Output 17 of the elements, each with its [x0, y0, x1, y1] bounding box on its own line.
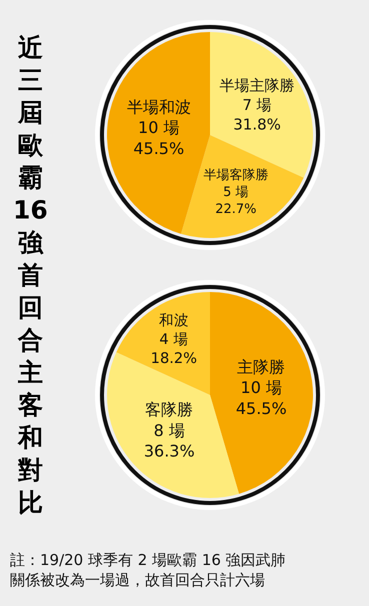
- slice-label: 半場主隊勝: [220, 76, 295, 94]
- pie-slice: [210, 292, 313, 494]
- data-label: 10 場 45.5%: [236, 378, 287, 418]
- data-label: 4 場 18.2%: [150, 330, 198, 367]
- slice-label: 半場和波: [126, 97, 191, 116]
- data-label: 5 場 22.7%: [215, 185, 256, 217]
- slice-label: 和波: [158, 312, 189, 329]
- pie-slice: [116, 292, 210, 395]
- data-label: 8 場 36.3%: [144, 420, 195, 461]
- data-label: 10 場 45.5%: [133, 118, 184, 158]
- data-label: 7 場 31.8%: [233, 96, 281, 134]
- text: 關係被改為一場過，故首回合只計六場: [10, 571, 265, 589]
- slice-label: 半場客隊勝: [203, 167, 268, 184]
- chart-title: 近三屆歐霸16強首回合主客和對比: [13, 33, 48, 517]
- text: 註：19/20 球季有 2 場歐霸 16 強因武肺: [10, 551, 286, 569]
- slice-label: 客隊勝: [145, 400, 194, 420]
- slice-label: 主隊勝: [237, 357, 286, 376]
